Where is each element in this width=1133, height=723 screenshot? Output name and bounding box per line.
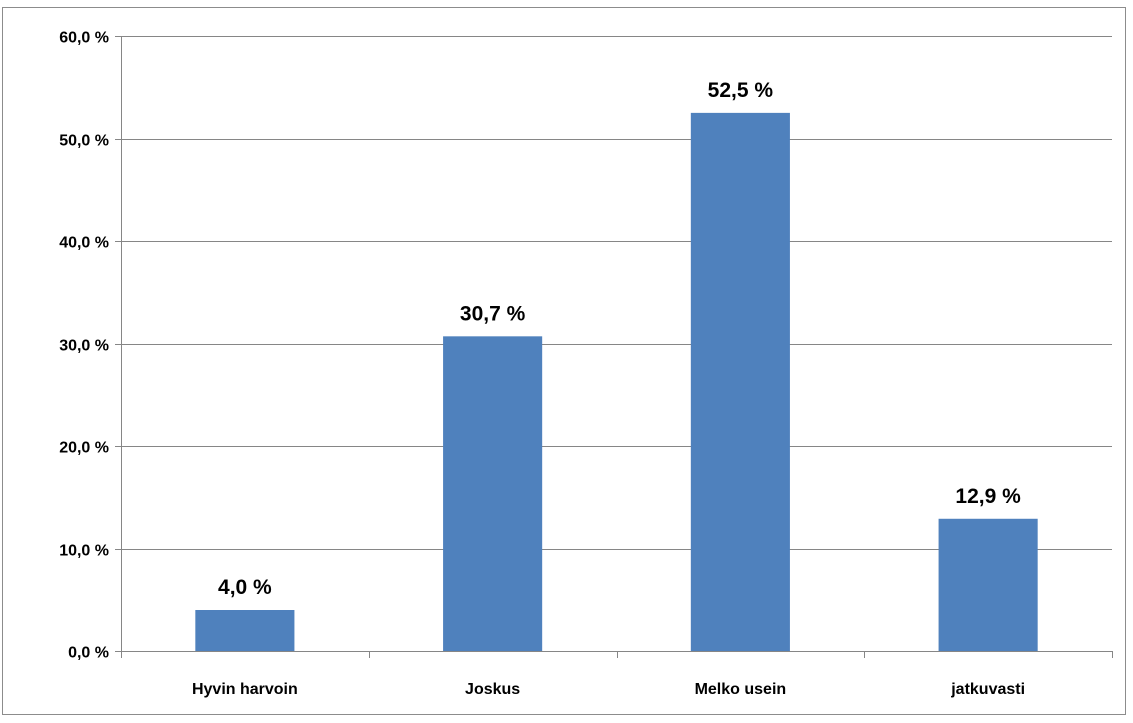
data-label: 30,7 % (460, 302, 526, 325)
y-tick-label: 30,0 % (59, 338, 109, 355)
data-labels: 4,0 % 30,7 % 52,5 % 12,9 % (218, 79, 1021, 599)
data-label: 52,5 % (708, 79, 774, 102)
bars (195, 112, 1038, 651)
y-axis-tick-labels: 0,0 % 10,0 % 20,0 % 30,0 % 40,0 % 50,0 % 60,0 … (59, 30, 109, 662)
bar-jatkuvasti (938, 518, 1038, 651)
bar-joskus (443, 336, 543, 651)
data-label: 4,0 % (218, 576, 272, 599)
x-axis-category-labels: Hyvin harvoin Joskus Melko usein jatkuvasti (192, 681, 1025, 698)
axes (115, 36, 1113, 658)
data-label: 12,9 % (955, 485, 1021, 508)
y-tick-label: 20,0 % (59, 440, 109, 457)
gridlines (121, 36, 1112, 550)
bar-hyvin-harvoin (195, 610, 295, 651)
y-tick-label: 0,0 % (68, 645, 109, 662)
category-label: Melko usein (695, 681, 787, 698)
y-tick-label: 50,0 % (59, 133, 109, 150)
category-label: Joskus (465, 681, 520, 698)
category-label: Hyvin harvoin (192, 681, 298, 698)
y-tick-label: 10,0 % (59, 543, 109, 560)
y-tick-label: 60,0 % (59, 30, 109, 47)
y-tick-label: 40,0 % (59, 235, 109, 252)
bar-melko-usein (690, 112, 790, 651)
category-label: jatkuvasti (950, 681, 1025, 698)
